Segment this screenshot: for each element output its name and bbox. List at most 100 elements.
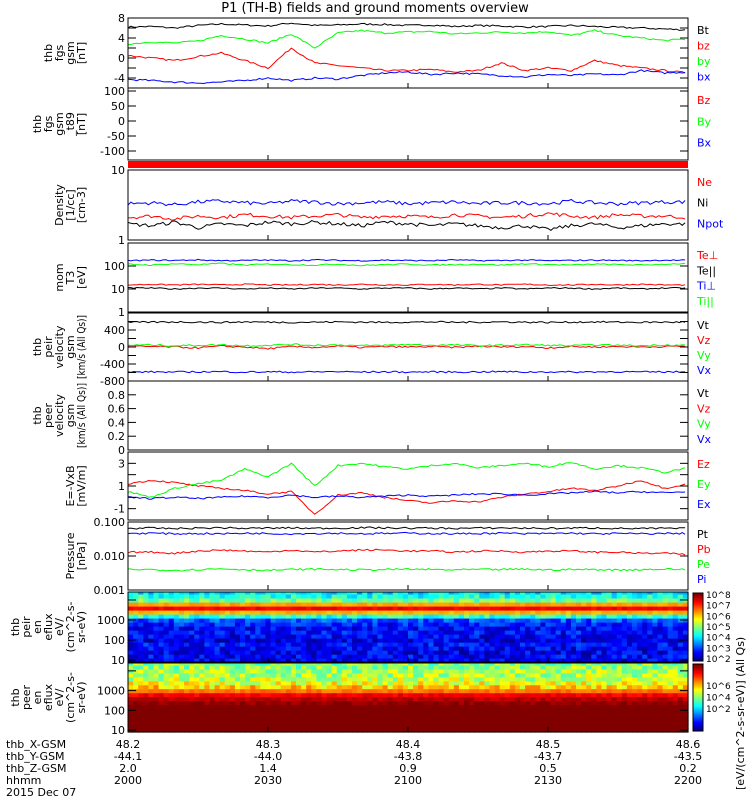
spectrogram-cell bbox=[194, 617, 200, 623]
spectrogram-cell bbox=[184, 728, 190, 733]
spectrogram-cell bbox=[158, 668, 165, 674]
spectrogram-cell bbox=[163, 672, 170, 678]
spectrogram-cell bbox=[260, 617, 267, 623]
spectrogram-cell bbox=[346, 601, 353, 607]
spectrogram-cell bbox=[499, 650, 506, 655]
spectrogram-cell bbox=[178, 708, 185, 713]
spectrogram-cell bbox=[413, 696, 419, 702]
spectrogram-cell bbox=[499, 716, 506, 721]
spectrogram-cell bbox=[301, 700, 307, 705]
spectrogram-cell bbox=[596, 720, 603, 725]
spectrogram-cell bbox=[616, 605, 623, 611]
spectrogram-cell bbox=[168, 630, 175, 635]
spectrogram-cell bbox=[352, 637, 358, 643]
series-line-bt bbox=[127, 22, 686, 31]
spectrogram-cell bbox=[586, 634, 592, 639]
spectrogram-cell bbox=[484, 605, 491, 611]
spectrogram-cell bbox=[240, 728, 246, 733]
spectrogram-cell bbox=[158, 676, 165, 682]
spectrogram-cell bbox=[586, 658, 592, 663]
spectrogram-cell bbox=[377, 593, 384, 599]
spectrogram-cell bbox=[316, 716, 323, 721]
spectrogram-cell bbox=[285, 617, 292, 623]
spectrogram-cell bbox=[657, 672, 664, 678]
spectrogram-cell bbox=[352, 605, 358, 611]
spectrogram-cell bbox=[418, 601, 424, 607]
spectrogram-cell bbox=[362, 637, 368, 643]
spectrogram-cell bbox=[387, 680, 394, 686]
spectrogram-cell bbox=[520, 605, 526, 611]
spectrogram-cell bbox=[606, 613, 613, 619]
spectrogram-cell bbox=[525, 724, 531, 729]
colorbar-segment bbox=[693, 639, 703, 642]
spectrogram-cell bbox=[469, 650, 475, 655]
spectrogram-cell bbox=[514, 680, 521, 686]
spectrogram-cell bbox=[199, 672, 205, 678]
legend-label: Vy bbox=[697, 349, 711, 362]
spectrogram-cell bbox=[499, 617, 506, 623]
spectrogram-cell bbox=[448, 617, 455, 623]
spectrogram-cell bbox=[413, 700, 419, 705]
spectrogram-cell bbox=[265, 720, 272, 725]
spectrogram-cell bbox=[621, 605, 628, 611]
spectrogram-cell bbox=[153, 630, 160, 635]
spectrogram-cell bbox=[189, 696, 195, 702]
spectrogram-cell bbox=[642, 668, 648, 674]
spectrogram-cell bbox=[148, 692, 155, 698]
spectrogram-cell bbox=[504, 692, 511, 698]
spectrogram-cell bbox=[158, 704, 165, 709]
spectrogram-cell bbox=[199, 712, 205, 717]
spectrogram-cell bbox=[138, 728, 144, 733]
spectrogram-cell bbox=[504, 634, 511, 639]
spectrogram-cell bbox=[520, 597, 526, 603]
spectrogram-cell bbox=[260, 676, 267, 682]
spectrogram-cell bbox=[632, 613, 638, 619]
spectrogram-cell bbox=[632, 592, 638, 595]
colorbar-segment bbox=[693, 706, 703, 709]
spectrogram-cell bbox=[433, 658, 440, 663]
spectrogram-cell bbox=[565, 601, 572, 607]
y-axis-label: peer bbox=[42, 403, 55, 429]
spectrogram-cell bbox=[565, 728, 572, 733]
spectrogram-cell bbox=[234, 646, 241, 651]
spectrogram-cell bbox=[647, 668, 653, 674]
spectrogram-cell bbox=[178, 593, 185, 599]
spectrogram-cell bbox=[591, 646, 597, 651]
spectrogram-cell bbox=[474, 696, 480, 702]
spectrogram-cell bbox=[616, 688, 623, 694]
spectrogram-cell bbox=[224, 672, 231, 678]
spectrogram-cell bbox=[143, 642, 149, 647]
spectrogram-cell bbox=[443, 668, 450, 674]
spectrogram-cell bbox=[540, 642, 547, 647]
spectrogram-cell bbox=[234, 692, 241, 698]
spectrogram-cell bbox=[525, 696, 531, 702]
spectrogram-cell bbox=[591, 728, 597, 733]
spectrogram-cell bbox=[158, 712, 165, 717]
spectrogram-cell bbox=[581, 704, 587, 709]
spectrogram-cell bbox=[321, 716, 328, 721]
spectrogram-cell bbox=[285, 637, 292, 643]
spectrogram-cell bbox=[285, 716, 292, 721]
spectrogram-cell bbox=[372, 712, 379, 717]
spectrogram-cell bbox=[591, 664, 597, 670]
spectrogram-cell bbox=[357, 676, 363, 682]
spectrogram-cell bbox=[591, 617, 597, 623]
spectrogram-cell bbox=[372, 637, 379, 643]
spectrogram-cell bbox=[204, 676, 211, 682]
spectrogram-cell bbox=[413, 724, 419, 729]
spectrogram-cell bbox=[418, 630, 424, 635]
spectrogram-cell bbox=[280, 609, 287, 615]
spectrogram-cell bbox=[387, 696, 394, 702]
y-axis-label: peer bbox=[20, 685, 33, 711]
spectrogram-cell bbox=[509, 728, 516, 733]
spectrogram-cell bbox=[677, 724, 684, 729]
spectrogram-cell bbox=[499, 634, 506, 639]
spectrogram-cell bbox=[163, 654, 170, 659]
spectrogram-cell bbox=[443, 597, 450, 603]
spectrogram-cell bbox=[265, 724, 272, 729]
spectrogram-cell bbox=[540, 716, 547, 721]
spectrogram-cell bbox=[581, 684, 587, 690]
spectrogram-cell bbox=[616, 617, 623, 623]
spectrogram-cell bbox=[133, 630, 139, 635]
spectrogram-cell bbox=[550, 617, 557, 623]
